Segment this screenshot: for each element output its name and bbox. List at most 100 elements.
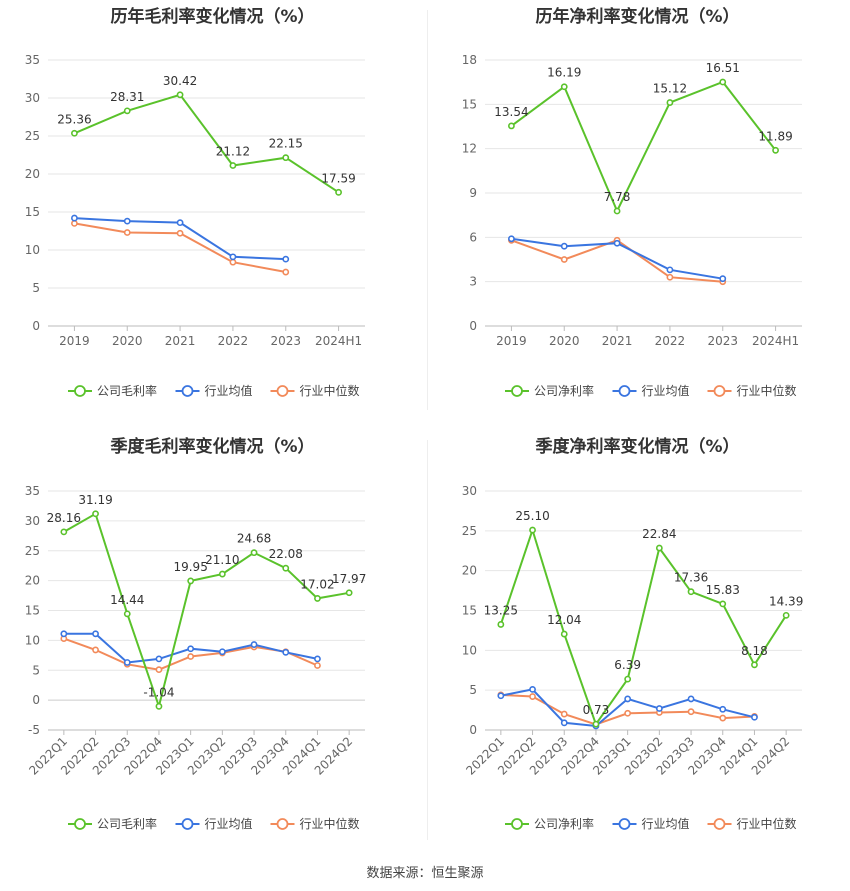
x-tick-label: 2024H1 [752,334,799,348]
y-tick-label: 15 [25,604,40,618]
data-point-median [666,273,674,281]
data-point-median [529,693,536,700]
data-point-avg [123,217,131,225]
data-point-company [314,595,321,602]
legend-label: 行业均值 [205,383,253,398]
data-point-company [123,107,131,115]
data-label: 12.04 [547,613,581,627]
data-point-median [314,662,321,669]
x-tick-label: 2020 [112,334,143,348]
y-tick-label: 10 [462,643,477,657]
data-point-company [155,702,163,710]
series-line-company [63,512,350,710]
data-point-avg [155,655,163,663]
y-tick-label: 35 [25,53,40,67]
data-label: 28.31 [110,90,144,104]
chart-svg: 0 5 10 15 20 25 30 35 2019 2020 2021 2022 2023 2024H1… [25,53,365,398]
y-tick-label: 15 [25,205,40,219]
data-point-median [624,709,632,717]
chart-title: 季度净利率变化情况（%） [535,437,740,457]
x-tick-label: 2024H1 [315,334,362,348]
data-point-avg [218,648,226,656]
data-label: 31.19 [78,493,112,507]
data-point-median [187,653,195,660]
legend-label: 行业中位数 [300,383,360,398]
legend-swatch-marker [74,818,86,830]
data-label: 22.08 [269,547,303,561]
series-line-company [510,80,777,214]
data-point-avg [624,695,632,703]
data-point-avg [60,630,68,638]
y-tick-label: 5 [32,281,40,295]
data-point-median [282,268,290,276]
legend-label: 行业均值 [642,816,690,831]
panel-divider [427,440,428,840]
data-point-avg [71,214,78,222]
y-tick-label: 3 [469,275,477,289]
legend-swatch-marker [181,385,194,397]
data-label: 19.95 [173,560,207,574]
data-point-company [624,675,632,683]
chart-svg: 0 3 6 9 12 15 18 2019 2020 2021 2022 2023 2024H1 13.5… [462,53,802,398]
data-point-company [60,528,68,536]
y-tick-label: 12 [462,142,477,156]
chart-annual-net-margin: 历年净利率变化情况（%） 0 3 6 9 12 15 18 2019 2020 2021 2022 2… [425,0,850,430]
y-tick-label: 0 [469,723,477,737]
data-label: 14.44 [110,593,144,607]
legend-label: 行业中位数 [737,816,797,831]
data-point-median [123,229,131,236]
x-tick-label: 2023 [270,334,301,348]
data-label: -1.04 [143,685,174,699]
data-label: 21.10 [205,553,239,567]
y-tick-label: -5 [28,723,40,737]
y-tick-label: 30 [25,514,40,528]
data-point-avg [687,695,695,703]
data-point-company [250,549,258,557]
chart-title: 历年净利率变化情况（%） [535,7,740,27]
legend-swatch-marker [618,818,631,830]
data-point-company [529,526,536,534]
data-point-avg [613,239,621,247]
data-point-company [282,154,290,162]
data-point-company [92,510,99,518]
data-label: 22.15 [269,137,303,151]
legend-swatch-marker [511,385,523,397]
data-point-avg [508,235,515,243]
data-label: 11.89 [758,129,792,143]
x-tick-label: 2021 [602,334,633,348]
data-point-median [719,714,727,722]
legend-swatch-marker [276,818,289,830]
x-tick-label: 2019 [59,334,90,348]
data-point-company [719,78,727,86]
data-label: 0.73 [583,703,610,717]
data-point-avg [229,253,237,261]
y-tick-label: 9 [469,186,477,200]
data-point-company [71,129,78,137]
data-point-company [218,570,226,578]
x-tick-label: 2020 [549,334,580,348]
y-tick-label: 25 [25,544,40,558]
data-label: 25.10 [515,509,549,523]
y-tick-label: 25 [462,524,477,538]
legend-label: 行业均值 [205,816,253,831]
legend-label: 行业中位数 [300,816,360,831]
data-label: 6.39 [614,658,641,672]
series-line-avg [500,688,755,728]
legend-label: 公司毛利率 [97,383,157,398]
legend-swatch-marker [74,385,86,397]
y-tick-label: 20 [25,167,40,181]
y-tick-label: 20 [462,564,477,578]
data-point-avg [560,719,568,727]
legend-label: 公司净利率 [534,816,594,831]
data-label: 21.12 [216,144,250,158]
data-point-company [497,621,505,628]
legend-swatch-marker [618,385,631,397]
data-label: 14.39 [769,594,803,608]
legend-label: 行业中位数 [737,383,797,398]
data-label: 30.42 [163,74,197,88]
data-point-avg [560,242,568,250]
data-point-avg [719,275,727,283]
data-point-median [560,710,568,718]
data-point-company [229,162,237,169]
y-tick-label: 25 [25,129,40,143]
